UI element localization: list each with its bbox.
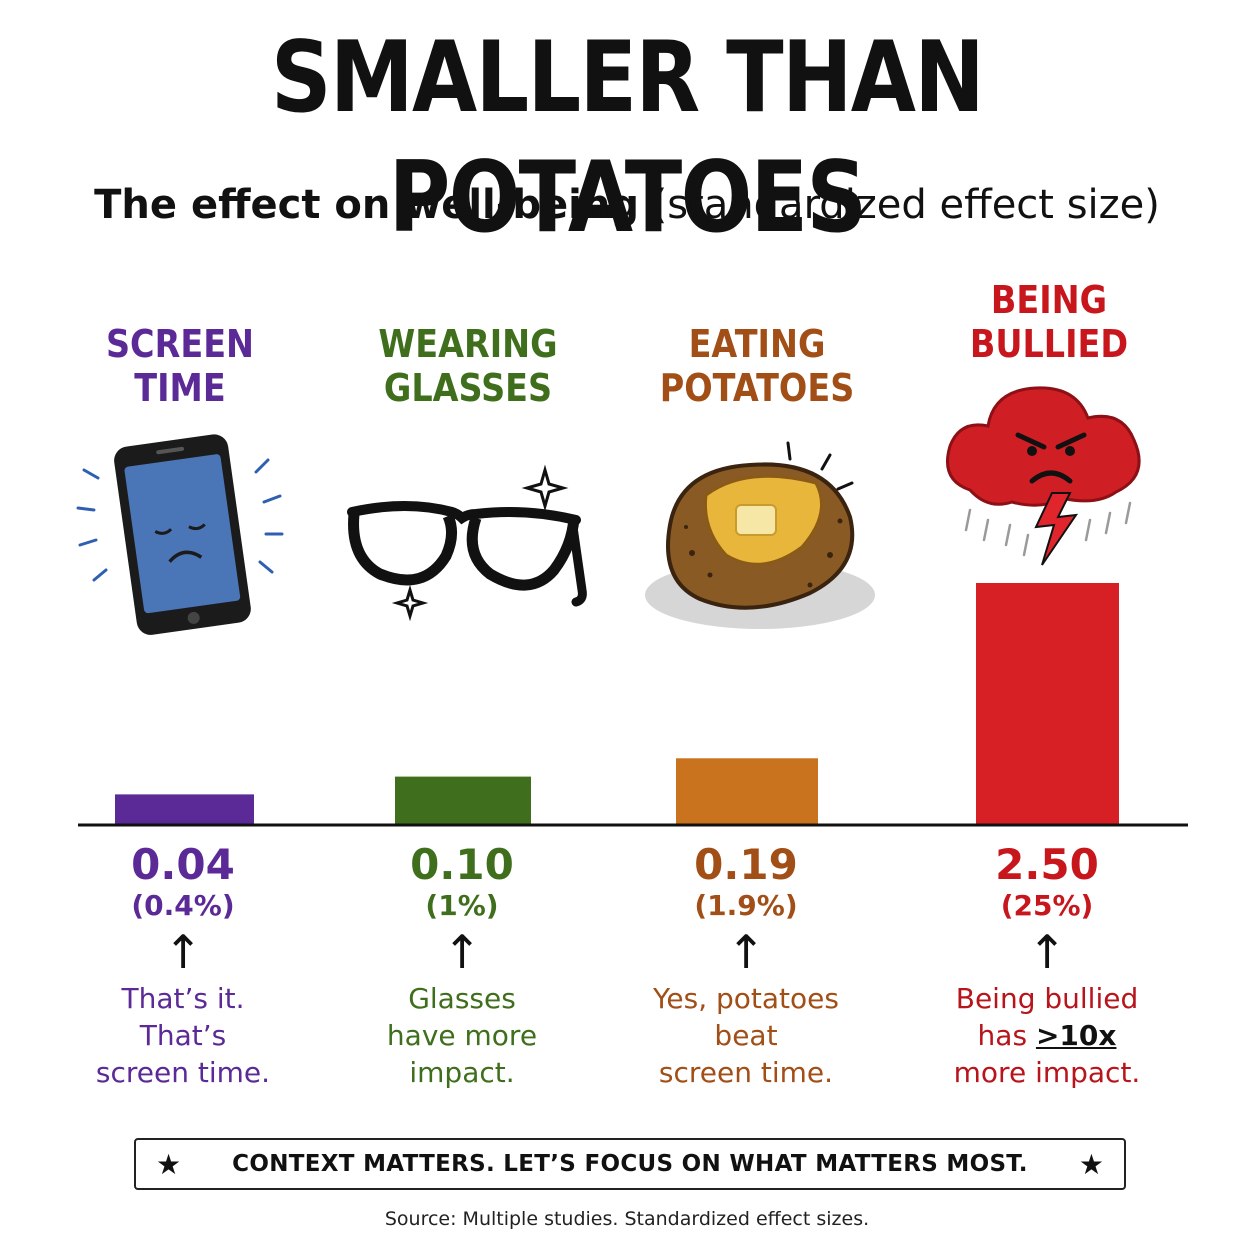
value-label: 0.04: [131, 840, 235, 889]
up-arrow-icon: ↑: [726, 925, 766, 979]
angry-storm-cloud-icon: [946, 386, 1141, 566]
note: Glasses have more impact.: [386, 982, 538, 1089]
label-line: POTATOES: [659, 366, 855, 410]
category-label-glasses: WEARING GLASSES: [318, 322, 618, 410]
label-line: SCREEN: [105, 322, 255, 366]
label-line: TIME: [134, 366, 226, 410]
category-label-potatoes: EATING POTATOES: [607, 322, 907, 410]
bar-potatoes: [676, 758, 818, 825]
label-line: BULLIED: [969, 322, 1129, 366]
subtitle-rest: (standardized effect size): [638, 182, 1160, 228]
value-block-potatoes: 0.19 (1.9%) ↑ Yes, potatoes beat screen ti…: [596, 842, 896, 1091]
label-line: WEARING: [378, 322, 558, 366]
up-arrow-icon: ↑: [442, 925, 482, 979]
percent-label: (25%): [1000, 889, 1094, 922]
bar-screen-time: [115, 794, 254, 825]
glasses-icon: [347, 464, 587, 622]
bar-bullied: [976, 583, 1119, 825]
label-line: EATING: [688, 322, 826, 366]
sad-phone-icon: [76, 434, 284, 635]
source-note: Source: Multiple studies. Standardized e…: [384, 1208, 870, 1230]
page-title: SMALLER THAN POTATOES: [270, 21, 985, 255]
value-block-bullied: 2.50 (25%) ↑ Being bullied has >10x more i…: [897, 842, 1197, 1091]
star-icon: ★: [156, 1148, 182, 1180]
subtitle-bold: The effect on well-being: [94, 182, 639, 228]
chart-subtitle: The effect on well-being (standardized e…: [0, 180, 1254, 230]
category-label-bullied: BEING BULLIED: [899, 278, 1199, 366]
percent-label: (0.4%): [131, 889, 235, 922]
value-block-screen-time: 0.04 (0.4%) ↑ That’s it. That’s screen tim…: [33, 842, 333, 1091]
percent-label: (1%): [425, 889, 499, 922]
label-line: BEING: [990, 278, 1108, 322]
star-icon: ★: [1078, 1148, 1104, 1180]
emphasis: >10x: [1035, 1019, 1117, 1052]
value-label: 0.10: [410, 840, 514, 889]
category-label-screen-time: SCREEN TIME: [30, 322, 330, 410]
note: Yes, potatoes beat screen time.: [653, 982, 839, 1089]
up-arrow-icon: ↑: [1027, 925, 1067, 979]
value-label: 0.19: [694, 840, 798, 889]
context-banner: ★ CONTEXT MATTERS. LET’S FOCUS ON WHAT M…: [134, 1138, 1126, 1190]
banner-text: CONTEXT MATTERS. LET’S FOCUS ON WHAT MAT…: [232, 1151, 1028, 1177]
value-block-glasses: 0.10 (1%) ↑ Glasses have more impact.: [312, 842, 612, 1091]
label-line: GLASSES: [383, 366, 553, 410]
percent-label: (1.9%): [694, 889, 798, 922]
bar-glasses: [395, 776, 531, 825]
value-label: 2.50: [995, 840, 1099, 889]
note: That’s it. That’s screen time.: [95, 982, 271, 1089]
note: Being bullied has >10x more impact.: [953, 982, 1141, 1089]
up-arrow-icon: ↑: [163, 925, 203, 979]
baked-potato-icon: [645, 441, 875, 629]
